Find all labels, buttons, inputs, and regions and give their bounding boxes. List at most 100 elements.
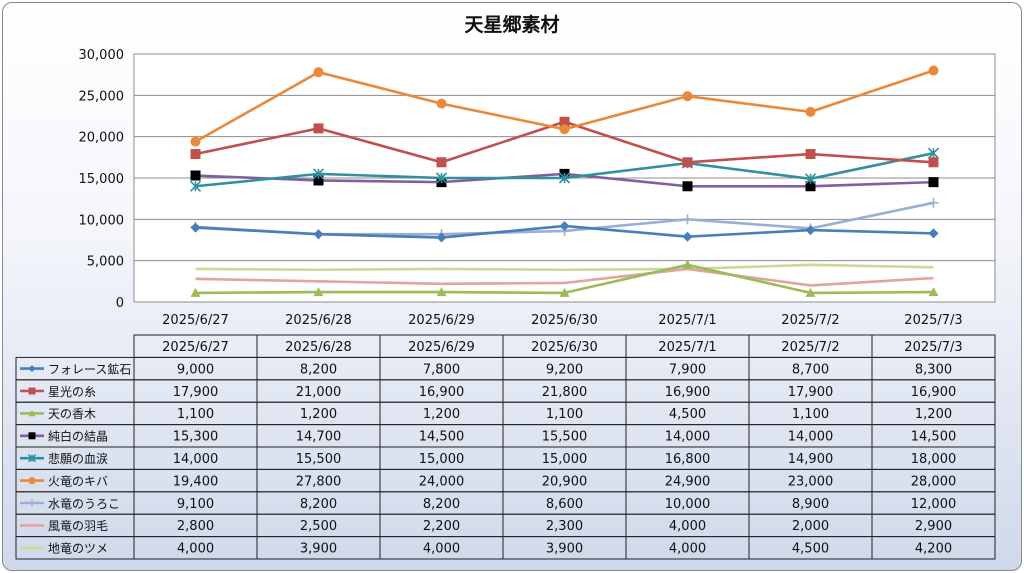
series-line <box>195 267 934 287</box>
data-point <box>189 180 202 192</box>
data-label: 8,200 <box>300 362 337 377</box>
data-label: 19,400 <box>173 474 219 489</box>
legend-label: 純白の結晶 <box>48 429 108 444</box>
table-header-label: 2025/6/29 <box>408 340 475 355</box>
series-1 <box>190 220 939 243</box>
table-row: 星光の糸 17,900 21,000 16,900 21,800 16,900 17,900… <box>15 379 996 403</box>
table-header-label: 2025/7/2 <box>781 340 839 355</box>
data-label: 15,300 <box>173 430 219 445</box>
table-cell <box>871 536 996 560</box>
data-label: 24,900 <box>665 474 711 489</box>
table-row: 純白の結晶 15,300 14,700 14,500 15,500 14,000 14,00… <box>15 424 996 448</box>
data-point <box>313 175 324 186</box>
table-header-label: 2025/7/3 <box>904 340 962 355</box>
legend-label: 地竜のツメ <box>48 542 108 556</box>
x-tick-label: 2025/6/29 <box>408 313 475 328</box>
data-point <box>682 231 693 242</box>
data-point <box>928 228 939 239</box>
data-label: 15,500 <box>296 452 342 467</box>
table-row: 地竜のツメ 4,000 3,900 4,000 3,900 4,000 4,500 4,200 <box>15 536 996 560</box>
data-label: 14,900 <box>788 452 834 467</box>
x-tick-label: 2025/6/28 <box>285 313 352 328</box>
data-point <box>559 220 570 231</box>
data-point <box>682 157 693 168</box>
data-label: 2,200 <box>423 519 460 534</box>
legend-label: 風竜の羽毛 <box>48 519 108 533</box>
data-point <box>312 168 325 180</box>
data-point <box>805 287 816 297</box>
data-point <box>559 124 570 135</box>
data-label: 17,900 <box>788 385 834 400</box>
data-point <box>682 181 693 192</box>
table-header-label: 2025/7/1 <box>658 340 716 355</box>
data-point <box>436 157 447 168</box>
data-point <box>436 98 447 109</box>
data-label: 9,200 <box>546 362 583 377</box>
data-label: 16,900 <box>911 385 957 400</box>
legend-label: 悲願の血涙 <box>48 451 108 466</box>
data-point <box>558 172 571 184</box>
data-label: 4,000 <box>669 519 706 534</box>
data-label: 4,500 <box>669 407 706 422</box>
table-row: 火竜のキバ 19,400 27,800 24,000 20,900 24,900 23,00… <box>15 468 996 493</box>
y-tick-label: 15,000 <box>79 172 125 187</box>
data-label: 9,000 <box>177 362 214 377</box>
data-label: 2,000 <box>792 519 829 534</box>
data-label: 4,200 <box>915 542 952 557</box>
data-label: 20,900 <box>542 474 588 489</box>
data-label: 8,600 <box>546 497 583 512</box>
data-label: 21,000 <box>296 385 342 400</box>
data-point <box>928 177 939 188</box>
data-label: 15,000 <box>419 452 465 467</box>
data-label: 14,000 <box>173 452 219 467</box>
data-label: 15,500 <box>542 430 588 445</box>
data-label: 4,000 <box>423 542 460 557</box>
legend-label: 水竜のうろこ <box>48 497 120 511</box>
data-label: 16,800 <box>665 452 711 467</box>
data-point <box>313 67 324 78</box>
data-label: 2,800 <box>177 519 214 534</box>
table-header-label: 2025/6/27 <box>162 340 229 355</box>
data-label: 18,000 <box>911 452 957 467</box>
data-label: 7,900 <box>669 362 706 377</box>
data-point <box>190 287 201 297</box>
data-point <box>313 229 324 240</box>
table-row: フォレース鉱石 9,000 8,200 7,800 9,200 7,900 8,700 8,3… <box>15 356 996 381</box>
chart-canvas: 天星郷素材 0 5,000 10,000 15,000 20,000 25,000 30,0… <box>15 13 996 560</box>
y-tick-label: 30,000 <box>79 48 125 63</box>
data-label: 2,900 <box>915 519 952 534</box>
data-label: 14,000 <box>665 430 711 445</box>
data-point <box>27 454 37 463</box>
series-6 <box>190 65 939 147</box>
data-label: 2,500 <box>300 519 337 534</box>
series-2 <box>190 116 939 168</box>
data-label: 23,000 <box>788 474 834 489</box>
data-point <box>928 157 939 168</box>
data-label: 4,000 <box>669 542 706 557</box>
series-3 <box>190 259 939 297</box>
series-line <box>195 263 934 272</box>
data-point <box>804 173 817 185</box>
data-label: 28,000 <box>911 474 957 489</box>
data-label: 17,900 <box>173 385 219 400</box>
legend-label: フォレース鉱石 <box>48 361 131 376</box>
table-row: 風竜の羽毛 2,800 2,500 2,200 2,300 4,000 2,000 2,900 <box>15 513 996 538</box>
y-tick-label: 10,000 <box>79 213 125 228</box>
series-9 <box>195 263 934 272</box>
data-point <box>190 136 201 147</box>
data-point <box>805 225 816 236</box>
data-point <box>28 409 36 417</box>
data-label: 8,200 <box>300 497 337 512</box>
data-label: 27,800 <box>296 474 342 489</box>
legend-label: 火竜のキバ <box>48 474 108 488</box>
data-point <box>435 172 448 184</box>
data-label: 2,300 <box>546 519 583 534</box>
data-point <box>805 106 816 117</box>
table-header-label: 2025/6/30 <box>531 340 598 355</box>
data-label: 4,000 <box>177 542 214 557</box>
data-label: 1,200 <box>300 407 337 422</box>
data-label: 1,200 <box>423 407 460 422</box>
y-tick-label: 5,000 <box>87 255 124 270</box>
legend-label: 星光の糸 <box>48 385 96 399</box>
